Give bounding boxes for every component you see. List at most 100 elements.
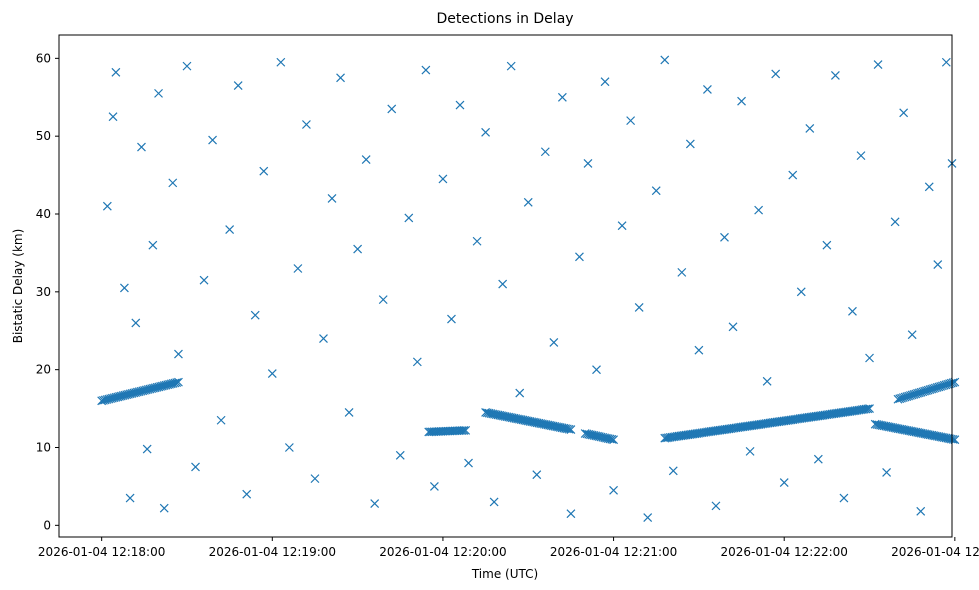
detection-point [276, 57, 286, 67]
detection-point [906, 426, 916, 436]
detection-point [591, 431, 601, 441]
detection-point [131, 388, 141, 397]
detection-point [929, 431, 939, 440]
detection-point [148, 240, 158, 250]
detection-point [907, 330, 917, 340]
detection-point [592, 365, 601, 375]
detection-point [562, 424, 572, 434]
detection-point [694, 345, 704, 355]
x-tick-label: 2026-01-04 12:19:00 [209, 545, 336, 559]
detection-point [586, 430, 595, 440]
detection-point [600, 433, 610, 443]
detection-point [924, 182, 934, 192]
detection-point [370, 499, 380, 508]
detection-point [839, 493, 849, 503]
detection-point [131, 318, 141, 328]
detection-point [216, 415, 226, 425]
detection-point [191, 462, 200, 472]
detection-point [161, 380, 171, 390]
detection-point [874, 420, 884, 430]
detection-point [594, 432, 604, 442]
detection-point [728, 322, 738, 332]
detection-point [102, 395, 112, 404]
detection-point [488, 409, 498, 419]
detection-point [536, 419, 546, 428]
detection-point [575, 252, 584, 262]
detection-point [668, 466, 678, 476]
detection-point [457, 426, 467, 435]
detection-point [934, 432, 944, 442]
detection-point [504, 412, 514, 422]
detection-point [830, 71, 840, 80]
detection-point [344, 408, 354, 417]
detection-point [484, 408, 494, 418]
detection-point [552, 422, 562, 432]
detection-point [301, 120, 311, 129]
detection-point [561, 424, 571, 433]
detection-point [523, 197, 533, 207]
detection-point [115, 392, 124, 401]
detection-point [455, 100, 465, 110]
detection-point [514, 414, 524, 424]
detection-point [293, 264, 303, 273]
detection-point [923, 430, 933, 439]
detection-point [107, 393, 117, 403]
detection-point [119, 283, 129, 293]
detection-point [605, 434, 615, 444]
detection-point [152, 382, 162, 392]
detection-point [166, 379, 176, 389]
detection-point [310, 474, 320, 484]
detection-point [527, 417, 537, 427]
detection-point [548, 421, 558, 431]
detection-point [587, 430, 597, 440]
detection-point [877, 421, 887, 430]
detection-point [907, 426, 917, 436]
detection-point [225, 225, 235, 234]
detection-point [516, 415, 526, 425]
detection-point [522, 416, 531, 426]
detection-point [149, 383, 158, 393]
detection-point [677, 267, 687, 277]
detection-point [174, 377, 183, 387]
detection-point [900, 425, 910, 435]
detection-point [493, 410, 503, 420]
detection-point [421, 65, 431, 75]
detection-point [920, 429, 930, 439]
detection-point [933, 260, 943, 270]
detection-point [319, 334, 328, 343]
detection-point [883, 422, 893, 431]
detection-point [796, 287, 806, 297]
detection-point [902, 425, 912, 435]
detection-point [609, 485, 618, 495]
detection-point [913, 428, 923, 437]
y-tick-label: 30 [36, 285, 51, 299]
y-tick-label: 50 [36, 129, 51, 143]
detection-point [147, 384, 157, 394]
detection-point [916, 428, 926, 438]
detection-point [529, 417, 539, 427]
detection-point [938, 432, 947, 442]
detection-point [138, 386, 148, 396]
detection-point [141, 385, 151, 395]
detection-point [464, 458, 473, 468]
detection-point [129, 388, 139, 398]
y-axis-ticks: 0 10 20 30 40 50 60 [36, 51, 59, 532]
detection-point [104, 394, 114, 404]
detection-point [145, 384, 155, 394]
chart-title: Detections in Delay [436, 11, 573, 27]
detection-point [643, 513, 653, 522]
detection-point [507, 413, 517, 423]
detection-point [491, 410, 501, 420]
detection-point [100, 395, 110, 405]
detection-point [170, 378, 180, 388]
detection-point [102, 201, 112, 211]
detection-point [267, 369, 277, 378]
detection-point [387, 104, 397, 114]
detection-point [109, 393, 119, 403]
detection-point [250, 310, 260, 320]
detection-point [888, 423, 898, 433]
detection-point [936, 432, 946, 442]
detection-point [848, 306, 857, 316]
detection-point [174, 349, 183, 359]
